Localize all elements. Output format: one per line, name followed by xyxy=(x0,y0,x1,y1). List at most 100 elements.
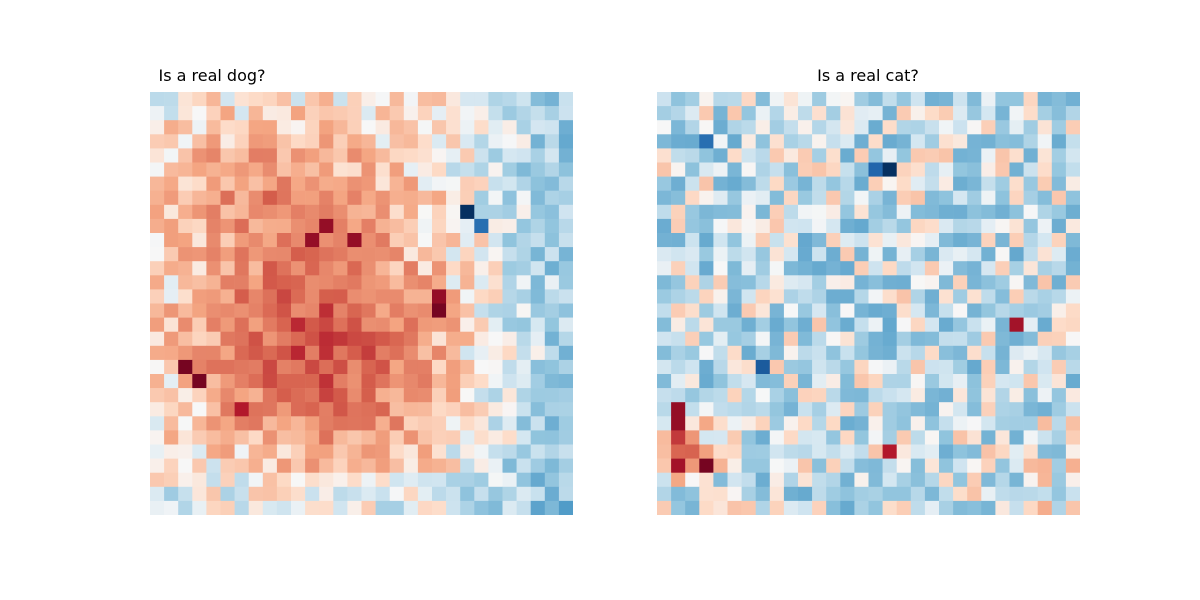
heatmap-cell xyxy=(854,486,869,502)
heatmap-cell xyxy=(981,374,996,389)
heatmap-cell xyxy=(1037,359,1053,375)
heatmap-cell xyxy=(812,416,827,431)
heatmap-cell xyxy=(530,120,546,135)
heatmap-cell xyxy=(206,416,221,431)
heatmap-cell xyxy=(389,359,405,375)
heatmap-cell xyxy=(403,218,419,234)
heatmap-cell xyxy=(488,204,503,220)
heatmap-cell xyxy=(826,430,841,445)
heatmap-cell xyxy=(924,162,940,177)
heatmap-cell xyxy=(276,233,292,248)
heatmap-cell xyxy=(150,303,165,318)
heatmap-cell xyxy=(291,261,306,276)
heatmap-cell xyxy=(164,120,179,135)
heatmap-cell xyxy=(939,472,954,488)
heatmap-cell xyxy=(417,120,433,135)
heatmap-cell xyxy=(234,218,249,234)
heatmap-cell xyxy=(910,176,926,191)
heatmap-cell xyxy=(333,162,348,177)
heatmap-cell xyxy=(727,134,742,149)
heatmap-cell xyxy=(192,275,207,290)
heatmap-cell xyxy=(488,120,503,135)
heatmap-cell xyxy=(882,218,897,234)
heatmap-cell xyxy=(1051,92,1067,107)
heatmap-cell xyxy=(939,176,954,191)
heatmap-cell xyxy=(516,388,531,403)
heatmap-cell xyxy=(967,444,982,459)
heatmap-cell xyxy=(544,444,560,459)
heatmap-cell xyxy=(248,247,264,262)
heatmap-cell xyxy=(417,162,433,177)
heatmap-cell xyxy=(164,402,179,417)
heatmap-cell xyxy=(685,345,700,361)
heatmap-cell xyxy=(769,162,785,177)
heatmap-cell xyxy=(1051,275,1067,290)
heatmap-cell xyxy=(798,106,813,121)
heatmap-cell xyxy=(375,176,390,191)
heatmap-cell xyxy=(713,176,728,191)
heatmap-cell xyxy=(826,402,841,417)
heatmap-cell xyxy=(276,218,292,234)
heatmap-cell xyxy=(1051,416,1067,431)
heatmap-cell xyxy=(671,176,686,191)
heatmap-cell xyxy=(755,218,771,234)
heatmap-cell xyxy=(812,430,827,445)
heatmap-cell xyxy=(178,359,193,375)
heatmap-cell xyxy=(319,345,334,361)
heatmap-cell xyxy=(1009,134,1024,149)
heatmap-cell xyxy=(150,218,165,234)
heatmap-cell xyxy=(460,500,475,515)
heatmap-cell xyxy=(558,247,573,262)
heatmap-cell xyxy=(446,359,461,375)
heatmap-cell xyxy=(981,92,996,107)
heatmap-cell xyxy=(1009,402,1024,417)
heatmap-cell xyxy=(967,402,982,417)
heatmap-cell xyxy=(1009,233,1024,248)
heatmap-cell xyxy=(460,472,475,488)
heatmap-cell xyxy=(502,233,517,248)
heatmap-cell xyxy=(699,303,714,318)
heatmap-cell xyxy=(910,233,926,248)
heatmap-cell xyxy=(741,92,756,107)
heatmap-cell xyxy=(910,388,926,403)
heatmap-cell xyxy=(854,92,869,107)
heatmap-cell xyxy=(840,430,855,445)
heatmap-cell xyxy=(924,444,940,459)
heatmap-cell xyxy=(741,176,756,191)
heatmap-cell xyxy=(783,148,799,163)
heatmap-cell xyxy=(446,247,461,262)
heatmap-cell xyxy=(1009,458,1024,473)
heatmap-cell xyxy=(755,204,771,220)
heatmap-cell xyxy=(544,486,560,502)
heatmap-cell xyxy=(432,416,447,431)
heatmap-cell xyxy=(544,317,560,332)
heatmap-cell xyxy=(558,388,573,403)
heatmap-cell xyxy=(305,204,320,220)
heatmap-cell xyxy=(276,190,292,206)
heatmap-cell xyxy=(868,345,883,361)
heatmap-cell xyxy=(699,134,714,149)
heatmap-cell xyxy=(910,120,926,135)
heatmap-cell xyxy=(713,275,728,290)
heatmap-cell xyxy=(1051,359,1067,375)
heatmap-cell xyxy=(713,261,728,276)
heatmap-cell xyxy=(741,190,756,206)
heatmap-cell xyxy=(403,331,419,347)
heatmap-cell xyxy=(812,458,827,473)
heatmap-cell xyxy=(502,92,517,107)
heatmap-cell xyxy=(812,176,827,191)
heatmap-cell xyxy=(713,148,728,163)
heatmap-cell xyxy=(234,317,249,332)
heatmap-cell xyxy=(417,190,433,206)
heatmap-cell xyxy=(516,374,531,389)
heatmap-cell xyxy=(248,416,264,431)
heatmap-cell xyxy=(305,416,320,431)
heatmap-cell xyxy=(953,486,968,502)
heatmap-cell xyxy=(460,331,475,347)
heatmap-cell xyxy=(558,458,573,473)
heatmap-cell xyxy=(262,233,278,248)
heatmap-cell xyxy=(783,218,799,234)
heatmap-cell xyxy=(671,233,686,248)
heatmap-cell xyxy=(896,162,912,177)
heatmap-cell xyxy=(417,458,433,473)
